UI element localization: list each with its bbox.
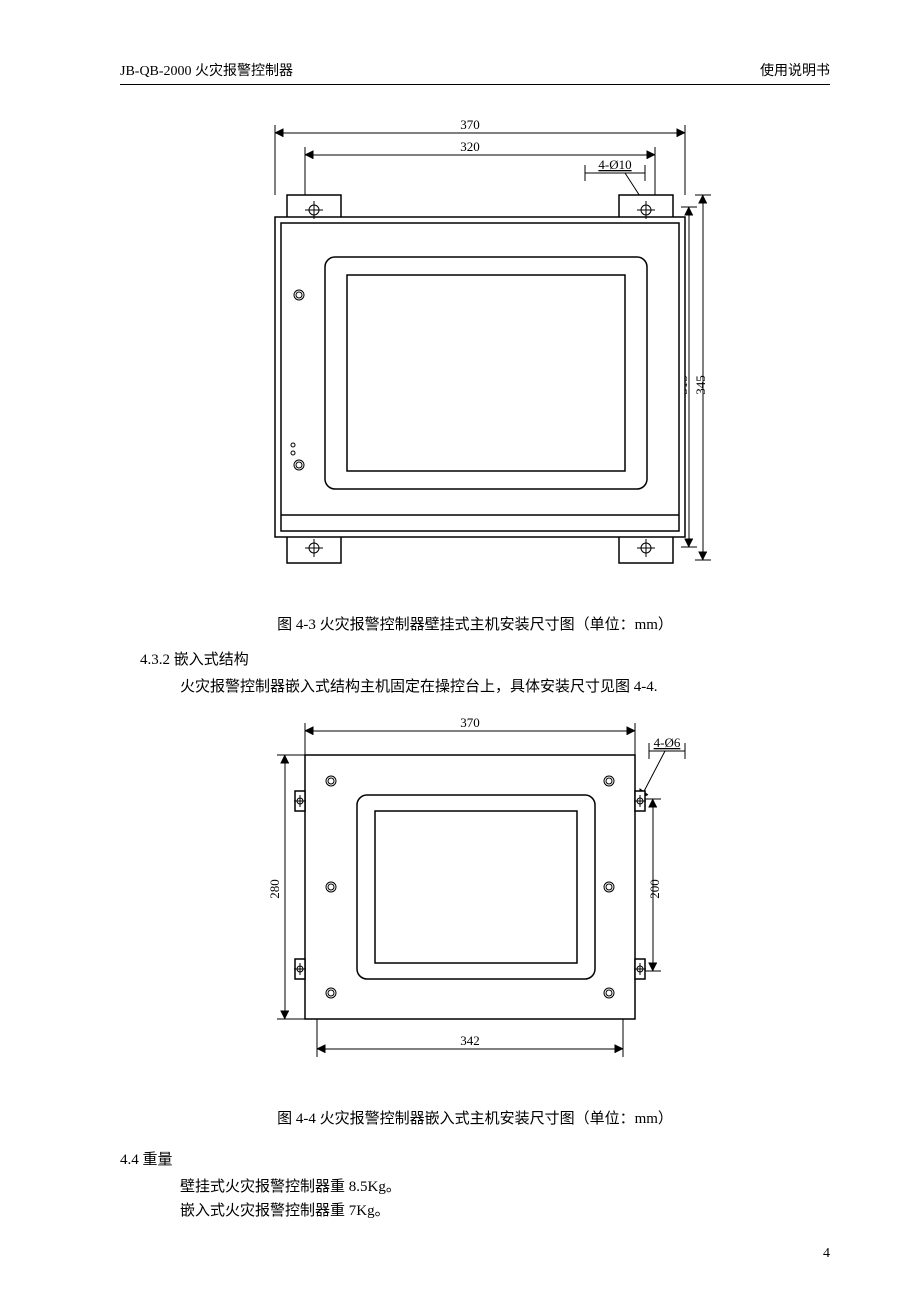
dim-320: 320 (460, 139, 480, 154)
dim-370b: 370 (460, 715, 480, 730)
header-right: 使用说明书 (760, 60, 830, 80)
dim-345: 345 (693, 375, 708, 395)
section-4-4: 4.4 重量 壁挂式火灾报警控制器重 8.5Kg。 嵌入式火灾报警控制器重 7K… (120, 1148, 830, 1223)
page-number: 4 (823, 1246, 830, 1262)
figure-4-3-svg: 370 320 4-Ø10 (215, 115, 735, 595)
figure-4-3-caption: 图 4-3 火灾报警控制器壁挂式主机安装尺寸图（单位：mm） (120, 613, 830, 634)
figure-4-3: 370 320 4-Ø10 (120, 115, 830, 595)
header-left: JB-QB-2000 火灾报警控制器 (120, 60, 293, 80)
page-header: JB-QB-2000 火灾报警控制器 使用说明书 (120, 60, 830, 85)
figure-4-4-caption: 图 4-4 火灾报警控制器嵌入式主机安装尺寸图（单位：mm） (120, 1107, 830, 1128)
section-4-4-heading: 4.4 重量 (120, 1148, 830, 1169)
dim-370: 370 (460, 117, 480, 132)
section-4-3-2-heading: 4.3.2 嵌入式结构 (140, 648, 830, 669)
dim-342: 342 (460, 1033, 480, 1048)
dim-hole-6: 4-Ø6 (654, 735, 681, 750)
dim-200: 200 (647, 879, 662, 899)
figure-4-4-svg: 370 4-Ø6 280 (245, 709, 705, 1089)
section-4-3-2-body: 火灾报警控制器嵌入式结构主机固定在操控台上，具体安装尺寸见图 4-4. (180, 675, 830, 699)
page: JB-QB-2000 火灾报警控制器 使用说明书 370 320 (0, 0, 920, 1302)
weight-line-1: 壁挂式火灾报警控制器重 8.5Kg。 (180, 1175, 830, 1199)
dim-hole-10: 4-Ø10 (598, 157, 631, 172)
figure-4-4: 370 4-Ø6 280 (120, 709, 830, 1089)
dim-280: 280 (267, 879, 282, 899)
weight-line-2: 嵌入式火灾报警控制器重 7Kg。 (180, 1199, 830, 1223)
